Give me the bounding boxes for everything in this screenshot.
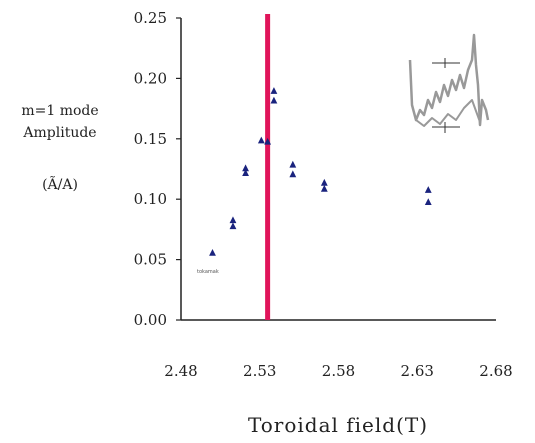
x-ticks: 2.48 2.53 2.58 2.63 2.68 <box>164 362 512 380</box>
x-tick-label: 2.68 <box>479 362 512 380</box>
data-point <box>264 137 272 145</box>
x-tick-label: 2.63 <box>401 362 434 380</box>
y-tick-label: 0.20 <box>134 69 167 87</box>
data-point <box>242 164 249 172</box>
x-tick-label: 2.58 <box>322 362 355 380</box>
field-marker-line <box>265 14 271 320</box>
small-annotation: tokamak <box>197 269 219 275</box>
data-point <box>320 178 328 186</box>
y-tick-label: 0.05 <box>134 251 167 269</box>
data-point <box>209 248 216 256</box>
data-point <box>320 184 328 192</box>
x-tick-label: 2.53 <box>243 362 276 380</box>
y-axis-label-line-3: (Ã/A) <box>42 177 78 193</box>
chart-axes <box>180 18 496 321</box>
data-point <box>270 96 278 104</box>
vertical-marker <box>265 14 271 320</box>
inset-waveform-lower <box>415 99 481 127</box>
data-point <box>424 198 432 206</box>
y-axis-label: m=1 mode Amplitude (Ã/A) <box>10 100 110 196</box>
y-tick-label: 0.10 <box>134 190 167 208</box>
data-points <box>209 87 432 256</box>
y-tick-label: 0.15 <box>134 130 167 148</box>
inset-waveform <box>408 33 490 127</box>
data-point <box>289 160 297 168</box>
x-axis-title: Toroidal field(T) <box>248 413 428 437</box>
data-point <box>424 186 432 193</box>
data-point <box>257 136 265 144</box>
data-point <box>270 87 278 94</box>
waveform-inset <box>408 33 490 133</box>
y-ticks: 0.00 0.05 0.10 0.15 0.20 0.25 <box>134 9 181 329</box>
data-point <box>229 222 237 230</box>
data-point <box>242 169 249 177</box>
data-point <box>289 170 297 178</box>
y-tick-label: 0.25 <box>134 9 167 27</box>
data-point <box>229 216 237 224</box>
y-axis-label-line-2: Amplitude <box>23 125 97 141</box>
y-axis-label-line-1: m=1 mode <box>21 103 99 119</box>
y-tick-label: 0.00 <box>134 311 167 329</box>
x-tick-label: 2.48 <box>164 362 197 380</box>
